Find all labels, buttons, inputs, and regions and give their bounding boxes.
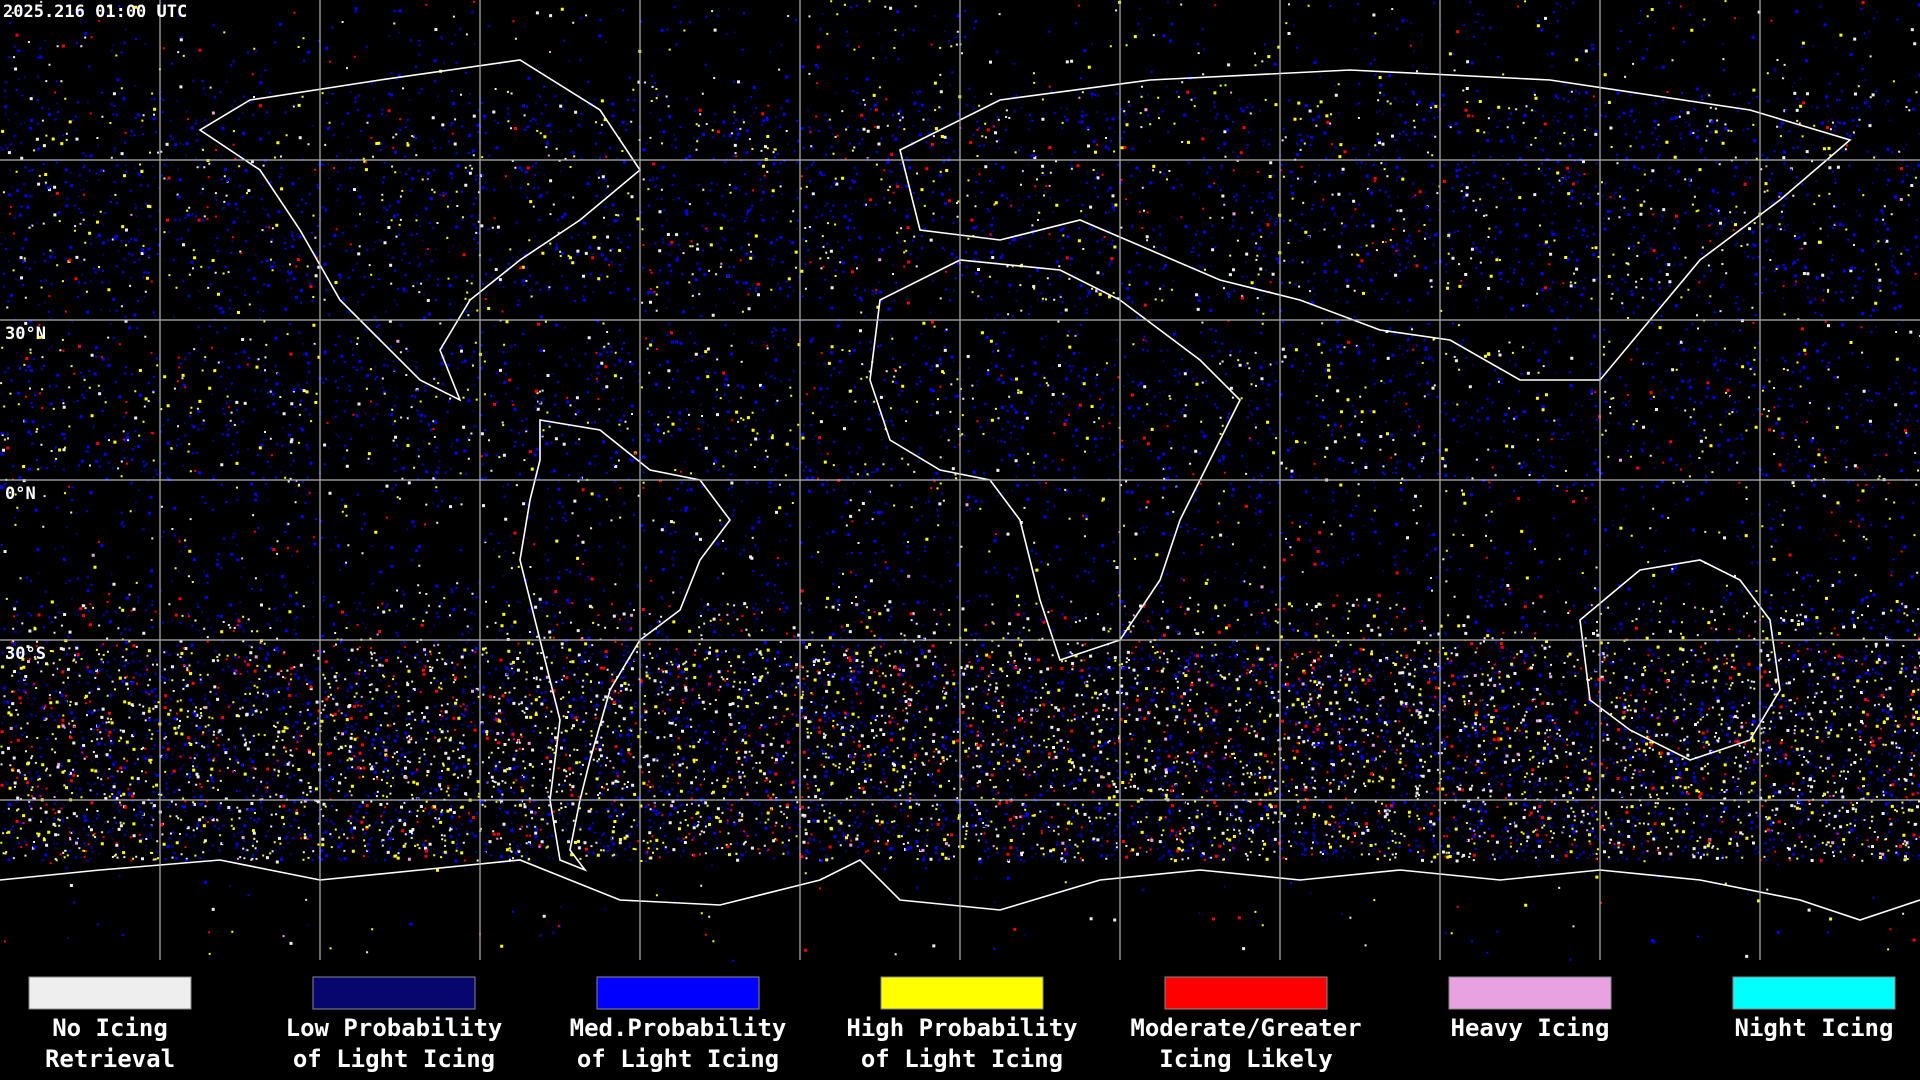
legend-label: of Light Icing <box>577 1045 779 1073</box>
legend: No Icing Retrieval Low Probability of Light… <box>28 976 1896 1073</box>
coastline <box>198 59 642 402</box>
coastline <box>1579 559 1781 761</box>
legend-label: Night Icing <box>1735 1014 1894 1042</box>
legend-swatch <box>880 976 1044 1010</box>
coastline <box>0 859 1920 921</box>
legend-label: Retrieval <box>45 1045 175 1073</box>
legend-swatch <box>28 976 192 1010</box>
legend-swatch <box>1164 976 1328 1010</box>
legend-label: High Probability <box>846 1014 1077 1042</box>
coastline <box>869 259 1241 662</box>
legend-label: of Light Icing <box>861 1045 1063 1073</box>
legend-swatch <box>312 976 476 1010</box>
timestamp: 2025.216 01:00 UTC <box>3 2 187 22</box>
legend-label: Heavy Icing <box>1451 1014 1610 1042</box>
legend-swatch <box>596 976 760 1010</box>
latitude-label: 0°N <box>5 484 36 504</box>
legend-swatch <box>1448 976 1612 1010</box>
legend-swatch <box>1732 976 1896 1010</box>
legend-label: Med.Probability <box>570 1014 787 1042</box>
latitude-label: 30°S <box>5 644 46 664</box>
legend-label: Icing Likely <box>1159 1045 1332 1073</box>
coastlines <box>0 59 1920 921</box>
legend-label: Low Probability <box>286 1014 503 1042</box>
legend-label: Moderate/Greater <box>1130 1014 1361 1042</box>
legend-label: No Icing <box>52 1014 168 1042</box>
latitude-label: 30°N <box>5 324 46 344</box>
graticule <box>0 0 1920 960</box>
legend-label: of Light Icing <box>293 1045 495 1073</box>
